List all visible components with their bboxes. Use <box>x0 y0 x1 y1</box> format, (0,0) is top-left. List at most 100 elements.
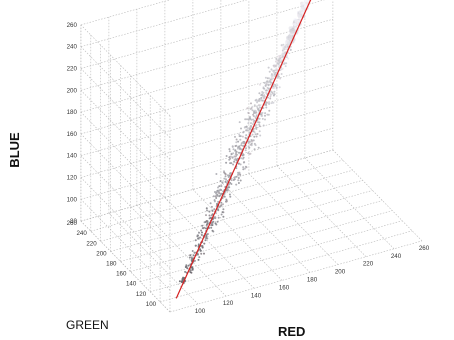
y-tick-label: 260 <box>67 220 78 227</box>
data-point <box>219 192 222 195</box>
data-point <box>279 77 282 80</box>
floor-grid-line <box>276 165 367 257</box>
data-point <box>275 67 278 70</box>
data-point <box>259 83 261 86</box>
data-point <box>262 107 265 109</box>
data-point <box>251 140 254 143</box>
data-point <box>278 86 281 89</box>
data-point <box>261 114 264 117</box>
data-point <box>205 233 208 236</box>
data-point <box>199 249 202 252</box>
data-point <box>245 134 248 137</box>
data-point <box>214 222 217 225</box>
data-point <box>208 210 211 213</box>
data-point <box>228 156 231 159</box>
data-point <box>265 89 268 92</box>
left-wall-grid-line <box>80 133 171 226</box>
x-tick-label: 240 <box>391 253 402 260</box>
left-wall-grid-line <box>80 46 171 138</box>
data-point <box>265 81 267 84</box>
data-point <box>269 97 272 100</box>
data-point <box>247 112 250 115</box>
z-tick-label: 220 <box>67 66 78 73</box>
data-point <box>238 135 241 138</box>
data-point <box>285 56 288 59</box>
data-point <box>255 98 258 101</box>
data-point <box>215 192 217 195</box>
data-point <box>250 124 252 127</box>
data-point <box>201 224 204 227</box>
data-point <box>252 118 255 121</box>
data-point <box>192 254 195 257</box>
data-point <box>269 78 272 81</box>
data-point <box>217 200 220 203</box>
back-wall-grid-line <box>80 84 333 156</box>
data-point <box>228 148 231 151</box>
data-point <box>228 158 231 161</box>
data-point <box>265 101 268 104</box>
data-point <box>184 270 187 273</box>
fit-line <box>175 0 312 299</box>
data-point <box>253 112 255 115</box>
data-point <box>200 229 203 232</box>
data-point <box>247 142 250 145</box>
data-point <box>289 49 292 51</box>
floor-grid-line <box>332 149 423 242</box>
data-point <box>215 173 218 175</box>
y-tick-label: 240 <box>76 230 87 237</box>
floor-grid-line <box>164 197 255 289</box>
grid-layer <box>80 0 423 313</box>
data-point <box>220 201 223 204</box>
data-point <box>244 136 247 139</box>
data-point <box>193 259 196 262</box>
data-point <box>211 213 214 216</box>
data-point <box>246 129 249 132</box>
data-point <box>253 131 256 134</box>
data-point <box>266 80 269 83</box>
data-point <box>280 73 283 75</box>
data-point <box>285 62 288 65</box>
data-point <box>273 69 276 72</box>
data-point <box>203 252 205 255</box>
data-point <box>232 152 235 155</box>
data-point <box>287 34 291 38</box>
data-point <box>194 239 197 242</box>
data-point <box>273 90 276 93</box>
data-point <box>244 118 247 121</box>
left-wall-grid-line <box>80 177 171 269</box>
data-point <box>206 222 209 225</box>
data-point <box>232 163 235 166</box>
data-point <box>255 114 258 117</box>
data-point <box>182 276 185 279</box>
data-point <box>264 84 267 87</box>
data-point <box>268 100 271 103</box>
floor-grid-line <box>136 205 227 297</box>
data-point <box>242 156 245 159</box>
data-point <box>205 207 208 210</box>
data-point <box>230 153 233 156</box>
data-point <box>210 226 213 229</box>
data-point <box>259 106 261 109</box>
data-point <box>185 264 188 267</box>
y-tick-label: 160 <box>116 271 127 278</box>
data-point <box>254 133 257 136</box>
data-point <box>276 62 279 65</box>
floor-grid-line <box>110 180 363 252</box>
data-point <box>213 200 216 203</box>
data-point <box>238 133 241 136</box>
tick-label-layer: 100 120 140 160 180 200 220 240 260 100 120 140 160 1… <box>67 22 430 315</box>
data-point <box>227 174 229 177</box>
data-point <box>272 74 275 77</box>
floor-grid-line <box>304 157 395 250</box>
data-point <box>226 188 229 191</box>
data-point <box>275 57 278 60</box>
data-point <box>265 106 268 109</box>
data-point <box>265 92 268 94</box>
data-point <box>255 135 258 138</box>
data-point <box>201 246 204 249</box>
data-point <box>274 60 277 63</box>
data-point <box>219 180 222 182</box>
data-point <box>258 104 261 107</box>
data-point <box>220 184 223 187</box>
data-point <box>234 135 236 138</box>
